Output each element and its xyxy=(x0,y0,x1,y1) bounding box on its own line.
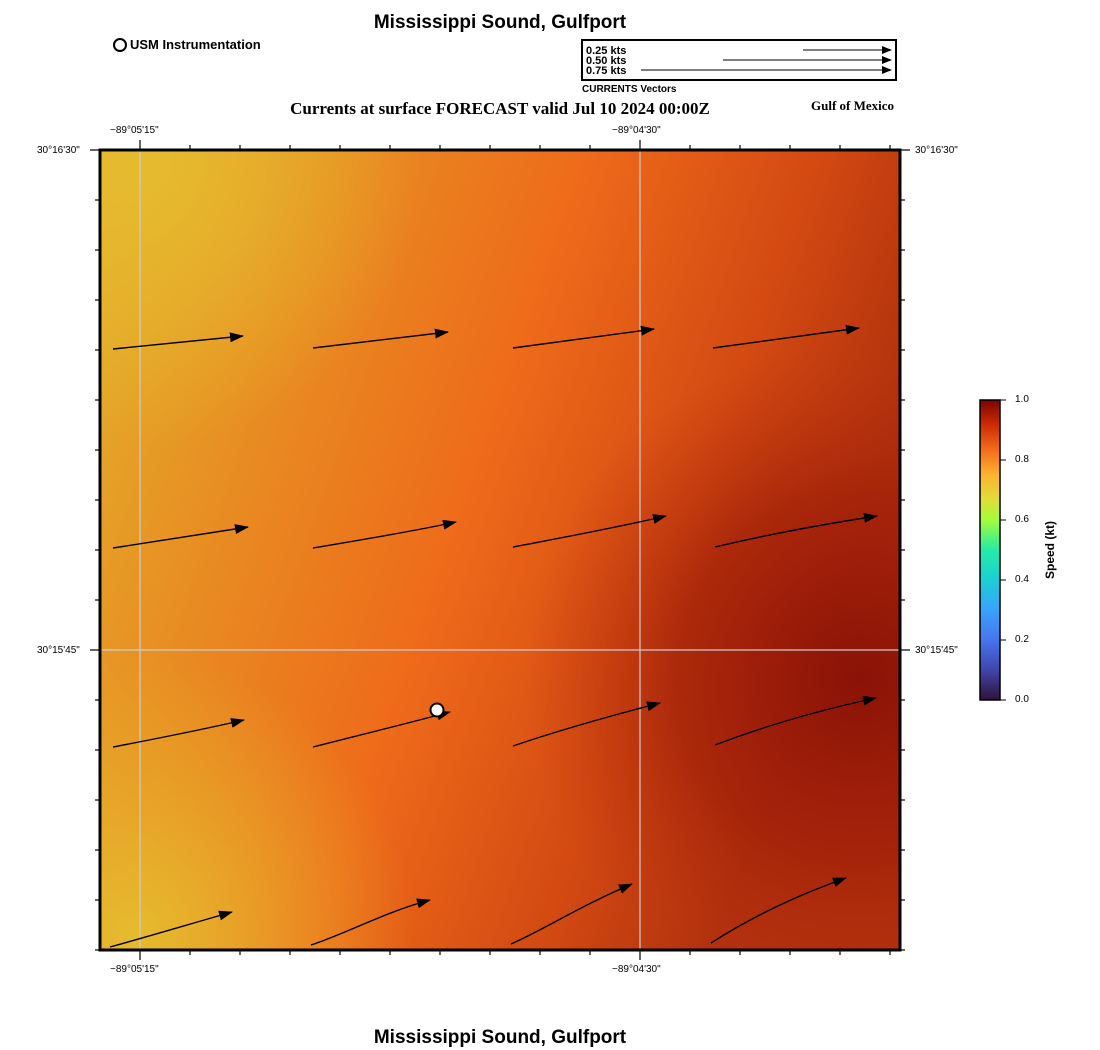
vector-scale-row: 0.75 kts xyxy=(586,65,627,77)
current-vector xyxy=(112,332,244,350)
current-vector xyxy=(312,519,457,549)
current-vector xyxy=(512,514,667,548)
current-vector xyxy=(112,524,249,549)
region-label: Gulf of Mexico xyxy=(811,98,895,113)
colorbar-tick-label: 0.0 xyxy=(1015,694,1029,705)
colorbar-tick-label: 0.8 xyxy=(1015,454,1029,465)
lon-label-bottom: −89°04'30" xyxy=(612,964,661,975)
current-vector xyxy=(510,883,633,945)
colorbar xyxy=(979,399,1006,701)
current-vector xyxy=(710,877,847,944)
lon-label-bottom: −89°05'15" xyxy=(110,964,159,975)
current-vector xyxy=(310,898,431,946)
lat-label-right: 30°16'30" xyxy=(915,145,958,156)
current-vector xyxy=(512,325,655,349)
vector-scale-row: 0.50 kts xyxy=(586,55,627,67)
current-vector xyxy=(512,701,661,747)
current-vector xyxy=(714,695,877,746)
vector-scale-row: 0.25 kts xyxy=(586,45,627,57)
map-subtitle: Currents at surface FORECAST valid Jul 1… xyxy=(290,99,710,118)
colorbar-ticks xyxy=(1000,399,1006,701)
colorbar-tick-label: 0.2 xyxy=(1015,634,1029,645)
lat-label-left: 30°16'30" xyxy=(37,145,80,156)
station-marker-icon xyxy=(113,38,127,52)
current-vector xyxy=(112,718,245,748)
footer-title: Mississippi Sound, Gulfport xyxy=(373,1027,627,1048)
lat-label-left: 30°15'45" xyxy=(37,645,80,656)
colorbar-tick-label: 1.0 xyxy=(1015,394,1029,405)
vector-caption: CURRENTS Vectors xyxy=(582,84,677,95)
lat-label-right: 30°15'45" xyxy=(915,645,958,656)
colorbar-tick-label: 0.6 xyxy=(1015,514,1029,525)
station-marker xyxy=(429,702,445,718)
station-legend-label: USM Instrumentation xyxy=(130,37,261,52)
current-vector xyxy=(712,324,860,349)
lon-label-top: −89°05'15" xyxy=(110,125,159,136)
colorbar-title: Speed (kt) xyxy=(1043,520,1057,580)
lon-label-top: −89°04'30" xyxy=(612,125,661,136)
colorbar-tick-label: 0.4 xyxy=(1015,574,1029,585)
current-vector xyxy=(714,513,878,548)
colorbar-gradient xyxy=(979,399,1001,701)
vector-scale-box: 0.25 kts 0.50 kts 0.75 kts xyxy=(581,39,897,81)
current-vector xyxy=(312,328,449,349)
speed-field-high xyxy=(100,150,900,950)
current-vector xyxy=(109,910,233,948)
axis-ticks xyxy=(90,140,910,960)
map-title: Mississippi Sound, Gulfport xyxy=(373,12,627,33)
vector-scale-arrows xyxy=(641,46,892,74)
